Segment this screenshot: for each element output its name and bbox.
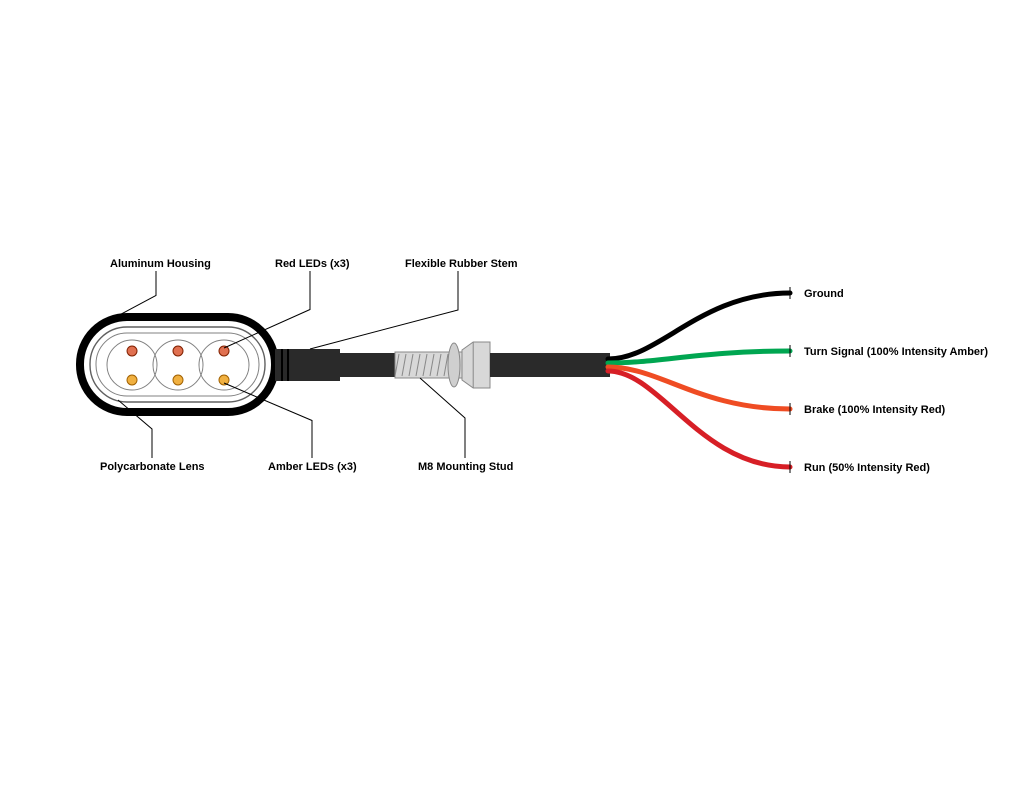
wires: Ground Turn Signal (100% Intensity Amber)…	[608, 287, 988, 474]
flexible-stem-label: Flexible Rubber Stem	[405, 258, 518, 270]
led-turn-signal-diagram: Ground Turn Signal (100% Intensity Amber)…	[0, 0, 1024, 800]
leader-line	[110, 271, 156, 320]
red-leds-label: Red LEDs (x3)	[275, 258, 350, 270]
aluminum-housing-label: Aluminum Housing	[110, 258, 211, 270]
polycarbonate-lens-label: Polycarbonate Lens	[100, 461, 205, 473]
amber-leds-label: Amber LEDs (x3)	[268, 461, 357, 473]
svg-text:Ground: Ground	[804, 288, 844, 300]
cable-sheath	[490, 353, 610, 377]
wire	[608, 367, 790, 409]
wire	[608, 371, 790, 467]
leader-line	[310, 271, 458, 349]
mounting-stud-label: M8 Mounting Stud	[418, 461, 513, 473]
leader-line	[420, 378, 465, 458]
svg-text:Run (50% Intensity Red): Run (50% Intensity Red)	[804, 462, 930, 474]
svg-text:Brake (100% Intensity Red): Brake (100% Intensity Red)	[804, 404, 946, 416]
flexible-rubber-stem	[275, 349, 395, 381]
svg-text:Turn Signal (100% Intensity Am: Turn Signal (100% Intensity Amber)	[804, 346, 988, 358]
m8-mounting-stud	[395, 342, 490, 388]
